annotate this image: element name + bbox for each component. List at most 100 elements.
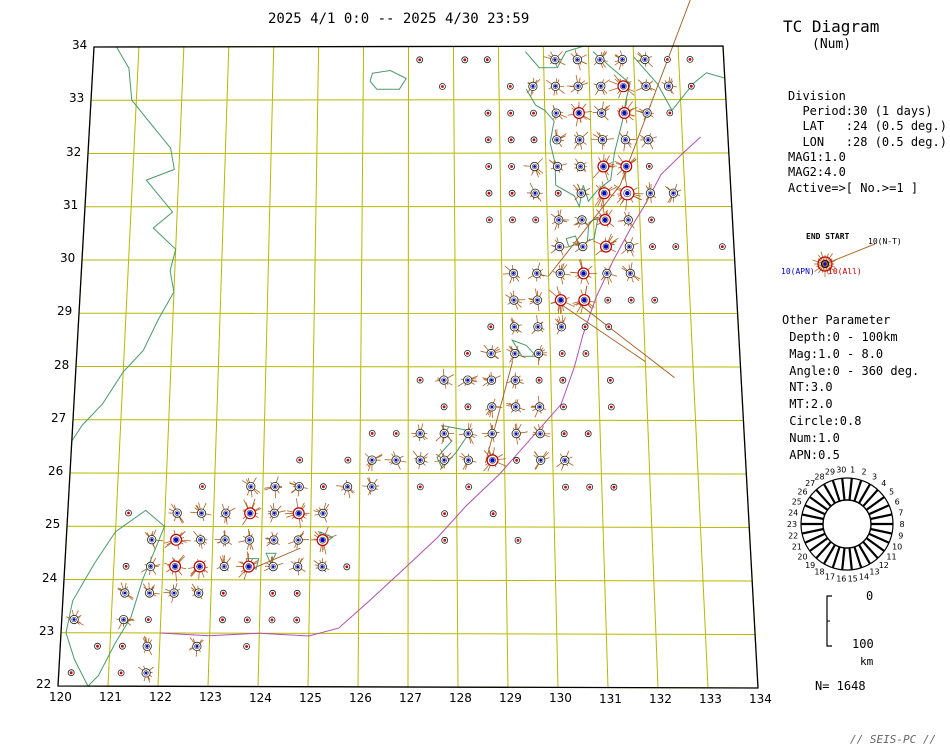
clock-day-label: 8 — [899, 520, 904, 529]
division-heading: Division — [788, 89, 846, 103]
clock-day-label: 27 — [805, 479, 815, 488]
tc-symbol — [608, 74, 635, 99]
tc-symbol — [543, 51, 566, 67]
longitude-tick: 125 — [299, 690, 322, 705]
tc-symbol — [238, 528, 254, 551]
tc-symbol — [573, 131, 589, 150]
longitude-tick: 121 — [99, 690, 122, 705]
tc-symbol — [461, 56, 469, 64]
clock-day-label: 9 — [898, 531, 903, 540]
tc-symbol — [508, 189, 516, 197]
tc-symbol — [508, 163, 516, 170]
tc-symbol — [528, 288, 543, 312]
other-parameter-line: Num:1.0 — [782, 430, 840, 445]
parallel-line — [69, 472, 747, 475]
tc-symbol — [616, 99, 638, 124]
tc-symbol — [485, 189, 493, 197]
clock-day-label: 29 — [825, 468, 835, 477]
tc-symbol — [267, 503, 286, 523]
latitude-tick: 31 — [63, 197, 79, 212]
diagram-subtitle: (Num) — [812, 37, 852, 52]
latitude-tick: 33 — [69, 91, 85, 106]
taiwan-coastline — [65, 509, 166, 687]
longitude-tick: 132 — [649, 691, 672, 706]
other-parameter-line: Circle:0.8 — [782, 414, 862, 428]
tc-symbol — [144, 616, 152, 623]
ishigaki-coastline — [265, 552, 277, 566]
clock-day-spoke — [801, 513, 824, 521]
tc-trail-line — [577, 302, 675, 379]
clock-day-label: 4 — [881, 479, 886, 488]
tc-symbol — [639, 133, 657, 150]
tc-symbol — [265, 531, 280, 547]
tc-symbol — [485, 398, 503, 418]
tc-symbol — [614, 155, 637, 181]
tc-symbol — [65, 610, 84, 626]
clock-day-label: 26 — [797, 488, 807, 497]
tc-symbol — [590, 131, 615, 150]
clock-day-spoke — [865, 537, 885, 552]
tc-symbol — [560, 403, 567, 411]
clock-day-label: 12 — [879, 561, 889, 570]
other-parameter-line: NT:3.0 — [782, 380, 833, 395]
tc-symbol — [142, 582, 160, 598]
clock-day-label: 17 — [825, 572, 835, 581]
trench-line — [160, 136, 701, 637]
tanegashima-coastline — [586, 216, 599, 243]
tc-symbol — [484, 136, 492, 144]
tc-symbol — [594, 181, 617, 209]
clock-day-spoke — [841, 478, 846, 501]
nankai-ryukyu-trench — [160, 136, 701, 637]
latitude-tick: 32 — [66, 144, 82, 159]
tc-symbol — [119, 642, 126, 650]
tc-symbol — [416, 376, 424, 384]
tc-symbol — [487, 323, 495, 331]
tc-symbol — [586, 483, 594, 491]
longitude-tick: 124 — [249, 690, 272, 705]
china-coastline — [71, 46, 177, 442]
tc-symbol — [607, 403, 615, 411]
tc-symbol — [434, 449, 453, 471]
clock-day-label: 28 — [814, 472, 824, 481]
tc-symbol — [293, 616, 301, 624]
tc-symbol — [441, 510, 449, 517]
tc-symbol — [552, 263, 571, 285]
tc-symbol — [285, 498, 310, 528]
clock-day-spoke — [853, 546, 863, 569]
scale-top-label: 0 — [866, 589, 874, 603]
division-line: LON :28 (0.5 deg.) — [788, 134, 947, 149]
tc-symbol — [621, 237, 639, 257]
clock-day-label: 24 — [788, 509, 798, 518]
clock-day-spoke — [809, 496, 829, 511]
tc-symbol — [556, 450, 574, 471]
tc-symbol — [550, 237, 569, 256]
clock-day-label: 10 — [892, 542, 902, 551]
tc-symbol — [242, 498, 262, 526]
clock-day-spoke — [831, 546, 841, 569]
clock-day-label: 3 — [872, 472, 877, 481]
tc-symbol — [313, 558, 330, 573]
tc-symbol — [412, 450, 429, 470]
shikoku-coastline — [633, 56, 725, 112]
tc-symbol — [481, 422, 500, 443]
tc-symbol — [665, 183, 682, 204]
division-line: Active=>[ No.>=1 ] — [788, 180, 919, 195]
tc-symbol — [645, 162, 653, 170]
tc-symbol — [116, 614, 135, 630]
parallel-line — [87, 152, 729, 154]
tc-symbol — [459, 452, 477, 470]
parallel-line — [75, 366, 741, 368]
tc-symbol — [558, 350, 566, 357]
tc-symbol — [635, 104, 655, 121]
tc-symbol — [458, 423, 478, 445]
tc-symbol — [362, 477, 380, 496]
tc-symbol — [506, 345, 526, 363]
tc-symbol — [581, 323, 589, 331]
tc-symbol — [593, 50, 608, 69]
tc-symbol — [269, 589, 277, 597]
tc-symbol — [593, 204, 615, 228]
clock-day-spoke — [823, 544, 836, 565]
clock-day-spoke — [804, 532, 826, 544]
latitude-tick: 25 — [45, 517, 61, 532]
